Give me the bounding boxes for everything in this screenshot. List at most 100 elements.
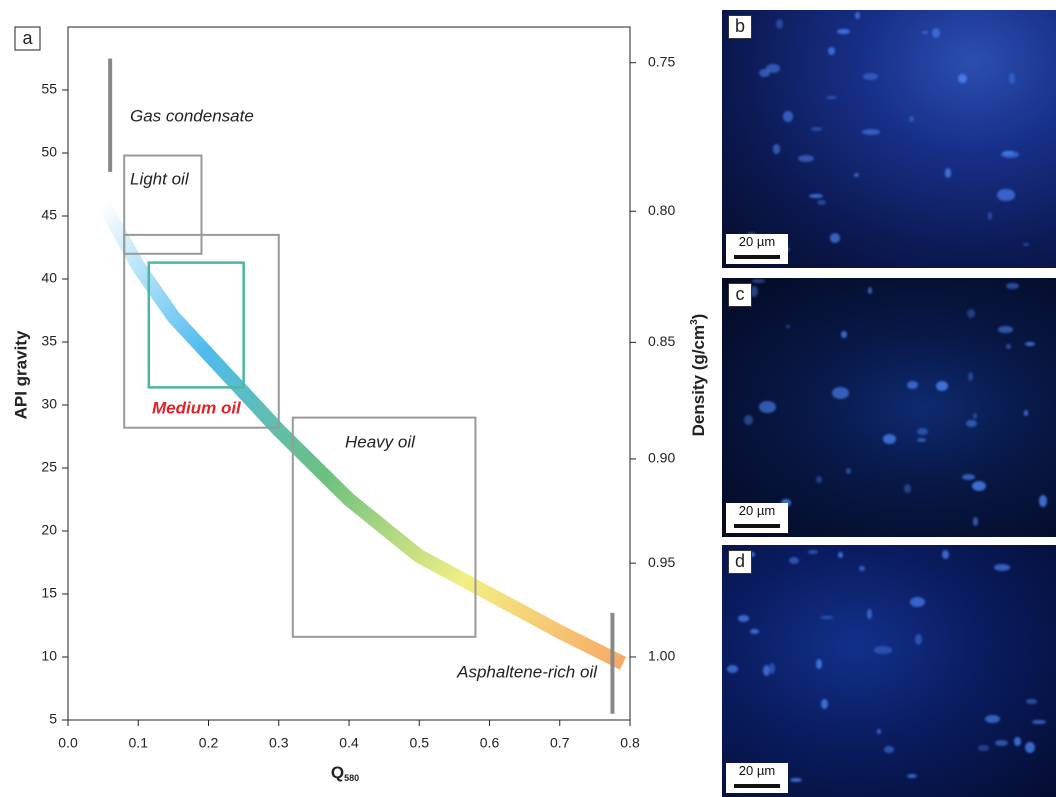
spot xyxy=(1026,698,1037,705)
chart: a API gravity Q580 Density (g/cm3) 5 10 15… xyxy=(11,26,709,783)
spot xyxy=(998,326,1014,333)
y-tick-label: 45 xyxy=(41,207,57,223)
spot xyxy=(854,12,861,20)
scale-text: 20 µm xyxy=(738,234,776,249)
spot xyxy=(945,168,952,178)
spot xyxy=(968,372,974,382)
spot xyxy=(749,629,759,634)
spot xyxy=(769,663,775,674)
y-tick-label: 10 xyxy=(41,648,57,664)
spot xyxy=(832,386,850,399)
y-tick-label: 50 xyxy=(41,144,57,160)
spot xyxy=(830,233,841,243)
spot xyxy=(758,68,770,77)
spot xyxy=(811,127,823,131)
spot xyxy=(825,95,838,99)
spot xyxy=(862,128,880,135)
scale-bar: 20 µm xyxy=(726,763,788,793)
spot xyxy=(1022,242,1029,247)
photo-label: d xyxy=(728,550,752,574)
spot xyxy=(780,498,791,508)
spot xyxy=(932,28,941,39)
y-axis-label: API gravity xyxy=(11,330,30,419)
spot xyxy=(906,381,918,390)
spot xyxy=(789,778,802,783)
spot xyxy=(936,380,948,391)
scale-text: 20 µm xyxy=(738,503,776,518)
spot xyxy=(997,189,1015,201)
spot xyxy=(904,483,912,494)
spot xyxy=(966,420,978,428)
y2-label-end: ) xyxy=(689,314,708,320)
photo-label: c xyxy=(728,283,752,307)
spot xyxy=(737,615,749,622)
micrograph: d 20 µm xyxy=(722,545,1056,797)
spot xyxy=(985,714,1001,723)
spot xyxy=(876,729,882,735)
spot xyxy=(788,557,799,564)
region-label: Medium oil xyxy=(152,398,242,417)
region-box xyxy=(291,416,477,638)
spot xyxy=(1008,73,1015,84)
panel-label-box xyxy=(14,26,41,51)
spot xyxy=(972,413,978,420)
spot xyxy=(752,279,766,283)
spot xyxy=(1024,341,1036,346)
spot xyxy=(816,658,823,670)
y2-tick-label: 1.00 xyxy=(648,648,675,664)
photo-label: b xyxy=(728,15,752,39)
spot xyxy=(759,401,776,414)
spot xyxy=(748,552,756,558)
spot xyxy=(957,74,968,84)
spot xyxy=(994,563,1011,571)
y2-axis-label: Density (g/cm3) xyxy=(689,314,709,437)
inner-box xyxy=(147,261,245,389)
region-label: Light oil xyxy=(130,169,190,188)
spot xyxy=(914,634,922,645)
spot xyxy=(1031,719,1047,725)
spot xyxy=(868,287,873,295)
spot xyxy=(765,63,781,73)
spot xyxy=(744,414,754,425)
x-tick-label: 0.4 xyxy=(339,735,359,751)
y2-tick-label: 0.85 xyxy=(648,333,675,349)
spot xyxy=(772,144,780,154)
x-tick-label: 0.7 xyxy=(550,735,570,751)
x-axis-label: Q580 xyxy=(331,763,359,783)
spot xyxy=(763,665,770,676)
spot xyxy=(775,18,784,30)
spot xyxy=(820,698,828,710)
spot xyxy=(808,193,823,199)
scale-text: 20 µm xyxy=(738,763,776,778)
spot xyxy=(941,549,950,560)
y-tick-label: 55 xyxy=(41,81,57,97)
spot xyxy=(972,481,986,492)
spot xyxy=(1006,282,1019,290)
y2-label-main: Density (g/cm xyxy=(689,325,708,436)
spot xyxy=(786,324,791,329)
micrograph: b 20 µm xyxy=(722,10,1056,268)
spot xyxy=(987,212,993,221)
spot xyxy=(909,115,914,123)
region-label: Asphaltene-rich oil xyxy=(456,662,598,681)
y-tick-label: 5 xyxy=(49,711,57,727)
spot xyxy=(867,608,872,620)
y2-tick-label: 0.80 xyxy=(648,202,675,218)
x-label-sub: 580 xyxy=(344,773,359,783)
scale-bar: 20 µm xyxy=(726,234,788,264)
spot xyxy=(797,154,814,162)
spot xyxy=(977,745,990,751)
micrograph: c 20 µm xyxy=(722,278,1056,537)
spot xyxy=(845,467,852,475)
spot xyxy=(837,28,850,34)
y-tick-label: 30 xyxy=(41,396,57,412)
y2-tick-label: 0.95 xyxy=(648,554,675,570)
spot xyxy=(921,30,928,34)
spot xyxy=(884,745,895,753)
scale-bar: 20 µm xyxy=(726,503,788,533)
spot xyxy=(994,740,1008,747)
spot xyxy=(910,597,926,608)
spot xyxy=(815,475,823,483)
y-tick-label: 20 xyxy=(41,522,57,538)
y-tick-label: 15 xyxy=(41,585,57,601)
